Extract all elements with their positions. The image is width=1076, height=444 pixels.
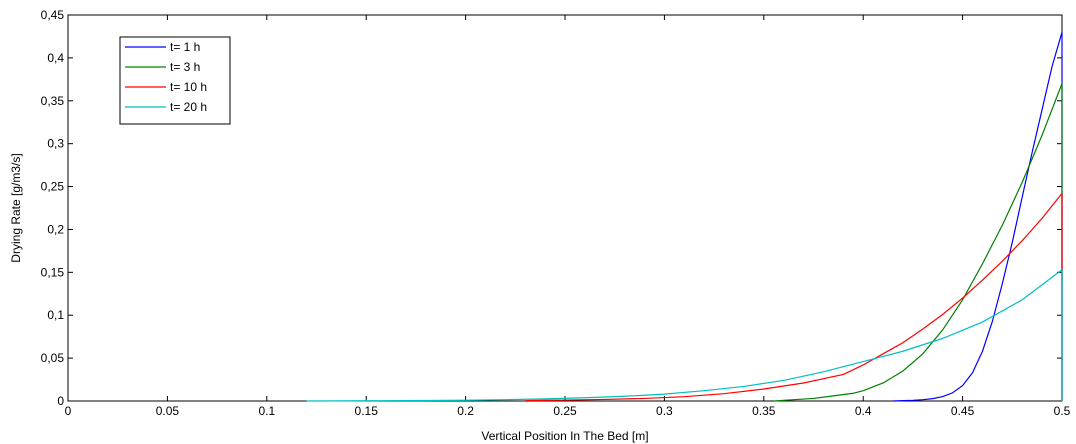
y-tick-label: 0 — [57, 394, 64, 408]
x-tick-label: 0.1 — [258, 404, 275, 418]
series-lines — [306, 31, 1063, 402]
x-axis-ticks: 0 0.05 0.1 0.15 0.2 0.25 0.3 0.35 0.4 0.45 0.5 — [65, 15, 1071, 418]
x-tick-label: 0 — [65, 404, 72, 418]
x-tick-label: 0.45 — [951, 404, 975, 418]
x-tick-label: 0.5 — [1054, 404, 1071, 418]
y-tick-label: 0,05 — [41, 351, 65, 365]
series-line-4 — [306, 269, 1063, 402]
y-tick-label: 0,3 — [47, 137, 64, 151]
x-tick-label: 0.35 — [752, 404, 776, 418]
plot-area — [67, 14, 1063, 402]
series-line-1 — [892, 31, 1063, 402]
y-tick-label: 0,45 — [41, 8, 65, 22]
legend: t= 1 h t= 3 h t= 10 h t= 20 h — [119, 36, 231, 125]
x-axis-label: Vertical Position In The Bed [m] — [481, 429, 648, 443]
legend-box — [119, 36, 231, 125]
x-tick-label: 0.3 — [656, 404, 673, 418]
legend-label-3: t= 10 h — [170, 80, 207, 94]
y-tick-label: 0,25 — [41, 180, 65, 194]
y-tick-label: 0,15 — [41, 265, 65, 279]
x-tick-label: 0.15 — [355, 404, 379, 418]
legend-label-4: t= 20 h — [170, 100, 207, 114]
x-tick-label: 0.2 — [457, 404, 474, 418]
x-tick-label: 0.05 — [156, 404, 180, 418]
y-tick-label: 0,1 — [47, 308, 64, 322]
y-tick-label: 0,4 — [47, 51, 64, 65]
y-axis-label: Drying Rate [g/m3/s] — [9, 153, 23, 262]
x-tick-label: 0.4 — [855, 404, 872, 418]
y-axis-ticks: 0 0,05 0,1 0,15 0,2 0,25 0,3 0,35 0,4 0,45 — [41, 8, 1062, 408]
x-tick-label: 0.25 — [553, 404, 577, 418]
legend-label-2: t= 3 h — [170, 60, 200, 74]
series-line-2 — [773, 83, 1063, 402]
y-tick-label: 0,35 — [41, 94, 65, 108]
y-tick-label: 0,2 — [47, 222, 64, 236]
legend-label-1: t= 1 h — [170, 40, 200, 54]
